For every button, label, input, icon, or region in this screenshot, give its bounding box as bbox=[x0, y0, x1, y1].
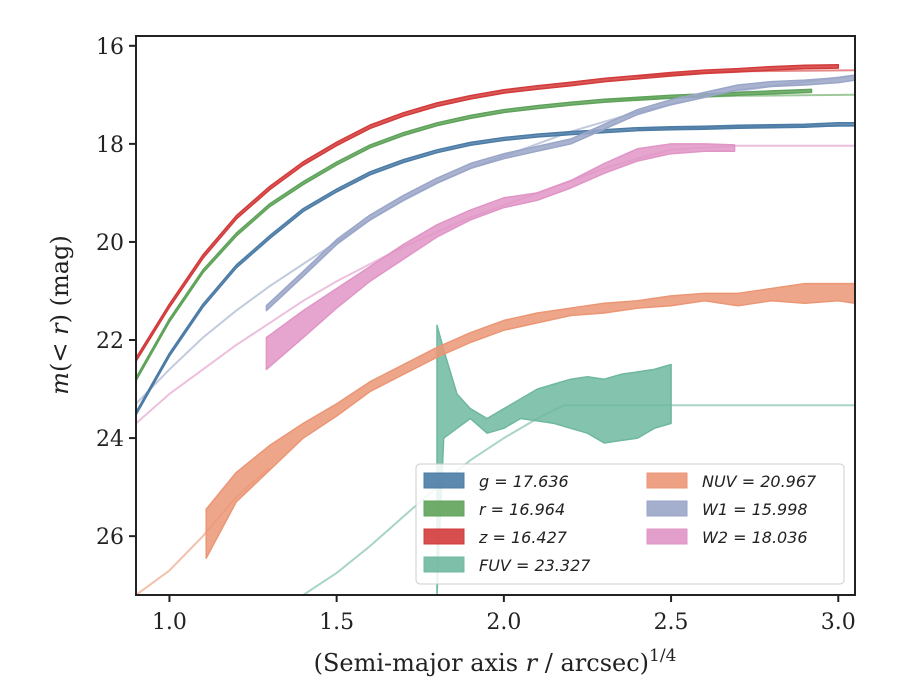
x-tick-label: 2.5 bbox=[654, 610, 689, 635]
y-tick-label: 24 bbox=[96, 427, 124, 452]
legend: g = 17.636 r = 16.964 z = 16.427 FUV = 23.3… bbox=[415, 463, 845, 585]
x-axis-label: (Semi-major axis r / arcsec)1/4 bbox=[314, 646, 677, 677]
x-axis-label-exponent: 1/4 bbox=[649, 646, 676, 666]
y-tick-label: 20 bbox=[96, 231, 124, 256]
model-line-w2 bbox=[136, 144, 855, 425]
y-axis-label-unit: ) (mag) bbox=[46, 235, 74, 323]
plot-frame bbox=[135, 35, 856, 596]
profile-band-fuv bbox=[436, 324, 672, 595]
y-axis-label-r: r bbox=[46, 322, 74, 335]
legend-swatch-w2 bbox=[646, 528, 688, 545]
legend-swatch-g bbox=[423, 472, 465, 489]
legend-label-w2: W2 = 18.036 bbox=[702, 528, 808, 547]
y-axis-ticks: 16 18 20 22 24 26 bbox=[96, 35, 136, 550]
legend-label-g: g = 17.636 bbox=[479, 472, 569, 491]
y-tick-label: 18 bbox=[96, 133, 124, 158]
legend-label-z: z = 16.427 bbox=[478, 528, 568, 547]
legend-label-r: r = 16.964 bbox=[479, 500, 565, 519]
legend-label-nuv: NUV = 20.967 bbox=[702, 472, 817, 491]
profile-band-nuv bbox=[205, 282, 855, 559]
x-axis-label-suffix: / arcsec) bbox=[537, 649, 649, 677]
profile-band-w2 bbox=[265, 143, 736, 371]
legend-swatch-z bbox=[423, 528, 465, 545]
legend-swatch-r bbox=[423, 500, 465, 517]
legend-frame bbox=[415, 463, 845, 585]
profile-band-z bbox=[136, 63, 840, 363]
legend-swatch-nuv bbox=[646, 472, 688, 489]
y-tick-label: 26 bbox=[96, 525, 124, 550]
y-axis-label-paren: (< bbox=[46, 335, 74, 372]
legend-label-w1: W1 = 15.998 bbox=[702, 500, 808, 519]
y-axis-label-m: m bbox=[46, 372, 74, 395]
x-axis-ticks: 1.0 1.5 2.0 2.5 3.0 bbox=[152, 595, 856, 635]
profile-band-r bbox=[136, 88, 813, 382]
y-tick-label: 22 bbox=[96, 329, 124, 354]
legend-swatch-w1 bbox=[646, 500, 688, 517]
x-tick-label: 2.0 bbox=[486, 610, 521, 635]
x-axis-label-r: r bbox=[526, 649, 539, 677]
x-axis-label-prefix: (Semi-major axis bbox=[314, 649, 526, 677]
x-tick-label: 1.0 bbox=[152, 610, 187, 635]
plot-area bbox=[136, 63, 855, 595]
x-tick-label: 3.0 bbox=[821, 610, 856, 635]
y-tick-label: 16 bbox=[96, 35, 124, 60]
legend-swatch-fuv bbox=[423, 556, 465, 573]
profile-band-w1 bbox=[265, 74, 855, 312]
legend-label-fuv: FUV = 23.327 bbox=[479, 556, 591, 575]
y-axis-label: m(< r) (mag) bbox=[46, 235, 74, 395]
x-tick-label: 1.5 bbox=[319, 610, 354, 635]
profile-band-g bbox=[136, 122, 855, 416]
